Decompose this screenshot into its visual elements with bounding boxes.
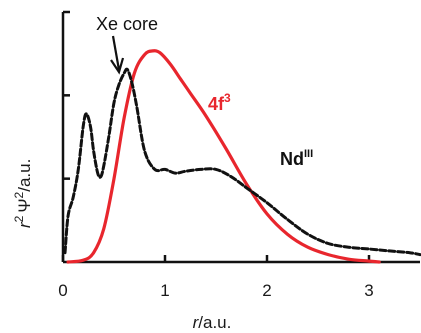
y-axis-label: r2Ψ2/a.u. [12,159,34,228]
4f3-label: 4f3 [208,91,231,114]
x-tick-label: 2 [262,281,271,300]
x-tick-label: 3 [364,281,373,300]
series-layer [63,49,421,264]
x-tick-label: 1 [160,281,169,300]
series-line-4f3 [66,49,381,264]
xe-core-arrow [110,35,125,75]
axes [61,10,420,264]
xe-core-label: Xe core [96,14,158,34]
x-axis-label: r/a.u. [193,313,232,332]
x-tick-label: 0 [58,281,67,300]
nd-iii-label: NdIII [280,148,313,169]
series-line-ndiii [63,67,421,257]
tick-labels: 0 1 2 3 [58,281,373,300]
